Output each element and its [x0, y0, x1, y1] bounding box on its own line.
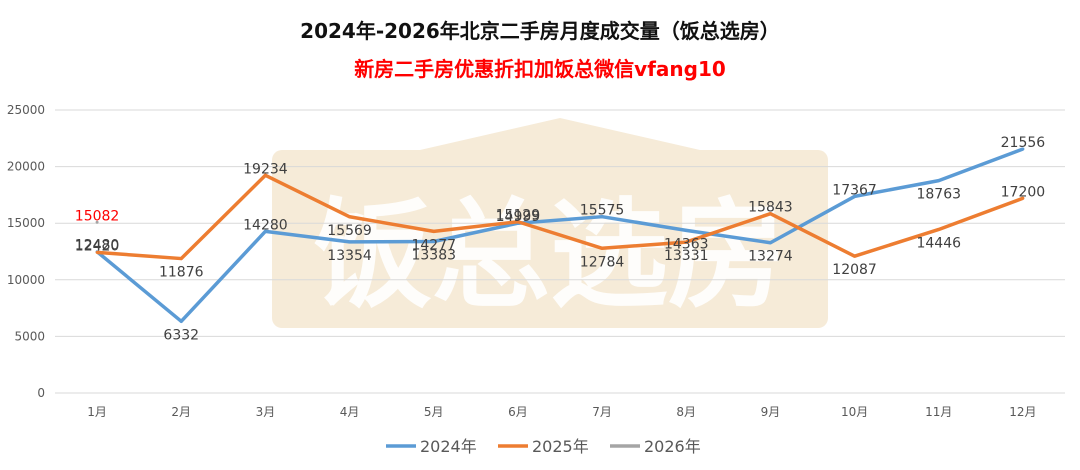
data-label: 12087	[832, 262, 877, 278]
data-label: 13383	[411, 248, 456, 264]
data-point	[937, 179, 941, 183]
data-point	[684, 228, 688, 232]
data-label: 13274	[748, 249, 793, 265]
data-label: 14280	[243, 217, 288, 233]
data-label: 14277	[411, 237, 456, 253]
data-point	[1021, 147, 1025, 151]
x-tick-label: 8月	[676, 405, 696, 419]
legend-label: 2026年	[644, 437, 701, 456]
x-tick-label: 4月	[340, 405, 360, 419]
data-point	[516, 220, 520, 224]
y-tick-label: 15000	[7, 216, 45, 230]
data-point	[348, 215, 352, 219]
data-point	[853, 254, 857, 258]
data-label: 12480	[75, 238, 120, 254]
data-label: 15843	[748, 200, 793, 216]
data-point	[179, 319, 183, 323]
legend-label: 2024年	[420, 437, 477, 456]
data-point	[95, 220, 99, 224]
x-tick-label: 1月	[87, 405, 107, 419]
y-tick-label: 5000	[14, 329, 45, 343]
data-point	[937, 227, 941, 231]
watermark-text: 饭总选房	[314, 186, 786, 324]
x-tick-label: 6月	[508, 405, 528, 419]
data-label: 15569	[327, 223, 372, 239]
data-point	[600, 215, 604, 219]
data-label: 13331	[664, 248, 709, 264]
data-label: 13354	[327, 248, 372, 264]
data-label: 17367	[832, 182, 877, 198]
data-label: 6332	[163, 327, 199, 343]
x-tick-label: 2月	[171, 405, 191, 419]
data-point	[684, 240, 688, 244]
data-label: 14446	[916, 235, 961, 251]
x-tick-label: 3月	[256, 405, 276, 419]
data-label: 17200	[1001, 184, 1046, 200]
watermark-roof	[420, 118, 700, 150]
data-label: 18763	[916, 187, 961, 203]
x-tick-label: 7月	[592, 405, 612, 419]
y-tick-label: 10000	[7, 273, 45, 287]
legend-label: 2025年	[532, 437, 589, 456]
data-label: 12784	[580, 254, 625, 270]
data-point	[853, 194, 857, 198]
y-axis: 0 5000 10000 15000 20000 25000	[7, 103, 45, 400]
data-point	[1021, 196, 1025, 200]
x-tick-label: 11月	[925, 405, 952, 419]
x-tick-label: 5月	[424, 405, 444, 419]
data-label: 12420	[75, 238, 120, 254]
data-label: 14999	[496, 209, 541, 225]
data-point	[263, 229, 267, 233]
watermark: 饭总选房	[272, 118, 828, 328]
chart-subtitle: 新房二手房优惠折扣加饭总微信vfang10	[354, 57, 726, 81]
data-point	[348, 240, 352, 244]
y-tick-label: 25000	[7, 103, 45, 117]
data-point	[263, 173, 267, 177]
series-line	[96, 173, 1024, 261]
x-axis: 1月 2月 3月 4月 5月 6月 7月 8月 9月 10月 11月 12月	[87, 405, 1036, 419]
x-tick-label: 12月	[1009, 405, 1036, 419]
series-lines	[95, 147, 1025, 324]
data-label: 19234	[243, 161, 288, 177]
data-point	[600, 246, 604, 250]
data-point	[768, 212, 772, 216]
data-point	[432, 240, 436, 244]
watermark-banner	[272, 150, 828, 328]
data-point	[768, 241, 772, 245]
data-label: 15129	[496, 208, 541, 224]
data-label: 14363	[664, 236, 709, 252]
series-line	[95, 147, 1024, 324]
data-point	[432, 229, 436, 233]
data-point	[95, 250, 99, 254]
data-label: 21556	[1001, 135, 1046, 151]
chart-title: 2024年-2026年北京二手房月度成交量（饭总选房）	[300, 19, 780, 43]
data-point	[179, 257, 183, 261]
data-label: 15082	[75, 208, 120, 224]
y-tick-label: 0	[37, 386, 45, 400]
data-label: 11876	[159, 265, 204, 281]
legend: 2024年 2025年 2026年	[386, 437, 701, 456]
x-tick-label: 9月	[761, 405, 781, 419]
y-tick-label: 20000	[7, 160, 45, 174]
grid-lines	[55, 109, 1065, 394]
x-tick-label: 10月	[841, 405, 868, 419]
data-label: 15575	[580, 203, 625, 219]
